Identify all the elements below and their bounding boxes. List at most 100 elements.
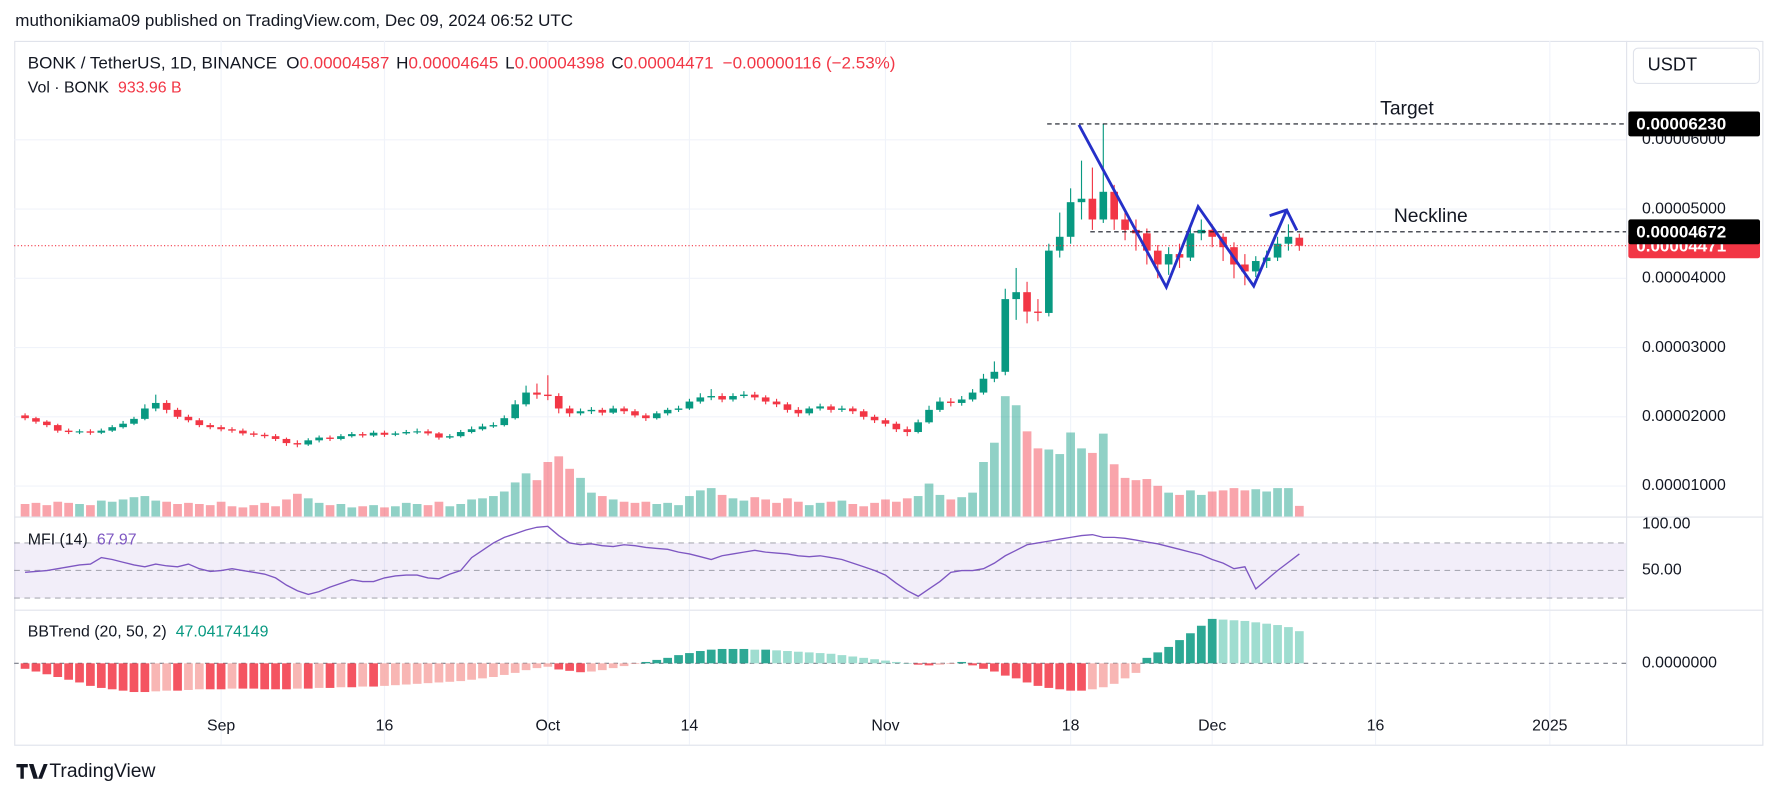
volume-bar (1088, 452, 1097, 517)
currency-label[interactable]: USDT (1648, 55, 1697, 75)
candle-body (489, 425, 498, 427)
volume-bar (1055, 454, 1065, 517)
volume-bar (565, 468, 574, 517)
volume-bar (194, 504, 204, 517)
bbtrend-bar (674, 655, 683, 664)
volume-bar (706, 488, 716, 517)
candle-body (990, 371, 999, 379)
bbtrend-bar (194, 663, 204, 690)
volume-bar (674, 505, 683, 517)
candle-body (936, 401, 944, 410)
volume-bar (205, 505, 215, 517)
mfi-line (25, 525, 1300, 598)
bbtrend-bar (423, 663, 433, 684)
currency-button[interactable] (1632, 47, 1761, 84)
candle-body (195, 420, 204, 426)
volume-bar (489, 496, 498, 517)
volume-bar (793, 501, 803, 517)
ohlc-letter: L (505, 53, 514, 72)
candle-body (1110, 191, 1118, 220)
volume-bar (597, 496, 607, 517)
bbtrend-bar (434, 663, 444, 683)
candle-body (870, 416, 879, 421)
volume-bar (227, 506, 237, 517)
ohlc-value: 0.00004471 (624, 53, 714, 72)
candle-body (685, 401, 694, 409)
bbtrend-bar (249, 663, 259, 689)
candle-body (391, 433, 400, 435)
volume-bar (31, 502, 41, 517)
volume-bar (238, 507, 248, 517)
volume-bar (325, 505, 335, 517)
bbtrend-bar (64, 663, 73, 680)
x-tick-label: 16 (1367, 718, 1385, 735)
candle-body (184, 416, 193, 421)
candle-body (1001, 299, 1010, 372)
bbtrend-bar (380, 663, 389, 686)
candle-body (151, 402, 160, 409)
y-tick-label: 100.00 (1642, 516, 1691, 533)
candle-body (337, 436, 345, 439)
candle-body (249, 433, 258, 435)
candle-body (544, 394, 552, 397)
candle-body (108, 427, 117, 431)
volume-bar (641, 501, 651, 517)
volume-bar (990, 442, 999, 517)
volume-bar (445, 506, 455, 517)
volume-legend: Vol · BONK 933.96 B (28, 80, 182, 97)
volume-bar (412, 504, 422, 517)
candle-body (1153, 250, 1162, 265)
candle-body (620, 408, 628, 412)
volume-bar (347, 507, 357, 517)
candle-body (369, 432, 378, 436)
candle-body (881, 420, 890, 424)
marks (14, 123, 1627, 693)
candle-body (892, 423, 901, 430)
bbtrend-bar (892, 661, 901, 664)
bbtrend-bar (1120, 663, 1130, 679)
annotation-value: 0.00004672 (1636, 222, 1726, 241)
x-tick-label: 18 (1062, 718, 1080, 735)
bbtrend-bar (238, 663, 248, 689)
candle-body (413, 431, 421, 433)
bbtrend-bar (140, 663, 150, 693)
y-tick-label: 0.00004000 (1642, 270, 1726, 287)
candle-body (1208, 229, 1217, 237)
volume-bar (456, 504, 466, 517)
bbtrend-bar (902, 663, 912, 664)
candle-body (347, 434, 356, 437)
bbtrend-bar (793, 651, 803, 664)
x-tick-label: 14 (681, 718, 699, 735)
bbtrend-bar (412, 663, 422, 684)
candle-body (162, 402, 171, 410)
candle-body (64, 430, 73, 433)
bbtrend-bar (86, 663, 95, 686)
volume-bar (1098, 433, 1108, 517)
volume-bar (369, 505, 378, 517)
candle-body (130, 418, 138, 424)
volume-bar (815, 502, 825, 517)
volume-bar (271, 506, 280, 517)
bbtrend-value: 47.04174149 (176, 623, 269, 640)
candle-body (1295, 237, 1304, 246)
bbtrend-bar (499, 663, 509, 675)
y-tick-label: 50.00 (1642, 562, 1682, 579)
candle-body (805, 408, 814, 414)
volume-bar (772, 502, 781, 517)
volume-bar (957, 497, 967, 517)
volume-bar (1011, 405, 1021, 517)
volume-bar (521, 473, 531, 517)
bbtrend-bar (1262, 623, 1272, 664)
bbtrend-bar (641, 661, 651, 664)
candle-body (1012, 292, 1020, 300)
bbtrend-bar (1109, 663, 1119, 684)
candle-body (609, 408, 618, 413)
bbtrend-bar (750, 649, 760, 664)
volume-value: 933.96 B (118, 80, 182, 97)
candle-body (1186, 233, 1195, 258)
candle-body (424, 431, 432, 434)
bbtrend-bar (1175, 640, 1184, 664)
bbtrend-bar (20, 663, 30, 669)
volume-bar (1033, 448, 1043, 517)
bbtrend-bar (663, 657, 673, 664)
